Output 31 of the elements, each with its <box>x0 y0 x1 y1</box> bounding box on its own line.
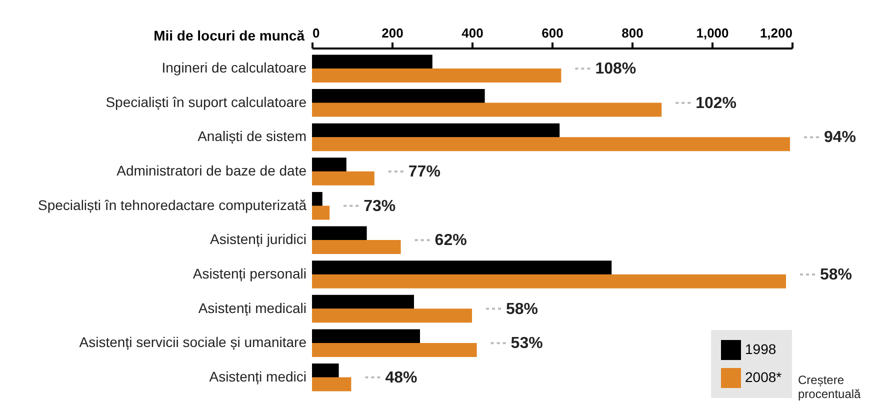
y-tick-label: Ingineri de calculatoare <box>162 60 307 76</box>
y-tick-label: Administratori de baze de date <box>116 162 307 179</box>
y-tick-label: Asistenți medici <box>209 368 306 384</box>
annotation: 58% <box>820 266 852 284</box>
x-tick-label: 1,200 <box>760 26 792 40</box>
x-tick-label: 1,000 <box>696 26 729 40</box>
x-tick-label: 400 <box>462 26 484 40</box>
y-tick-label: Asistenți personali <box>192 265 306 282</box>
annotation: 48% <box>385 369 418 386</box>
annotation: 53% <box>510 335 543 352</box>
x-tick-label: 600 <box>542 26 564 40</box>
x-tick-label: 0 <box>312 26 320 40</box>
x-axis-title: Mii de locuri de muncă <box>154 28 305 44</box>
annotation: 94% <box>824 129 856 146</box>
y-tick-label: Asistenți servicii sociale și umanitare <box>79 334 307 350</box>
text: Creștere procentuală <box>798 373 862 401</box>
y-tick-label: Specialiști în tehnoredactare computerizată <box>38 196 307 213</box>
legend-label: 1998 <box>745 341 776 357</box>
x-tick-label: 800 <box>622 26 644 40</box>
annotation: 73% <box>364 198 396 215</box>
y-tick-label: Analiști de sistem <box>198 128 306 144</box>
legend-label: 2008* <box>745 369 782 385</box>
y-tick-label: Asistenți medicali <box>198 300 306 316</box>
annotation: 58% <box>506 300 538 318</box>
y-tick-label: Asistenți juridici <box>210 231 306 248</box>
annotation: 77% <box>408 164 440 181</box>
annotation: 108% <box>595 60 636 78</box>
y-tick-label: Specialiști în suport calculatoare <box>106 94 307 110</box>
annotation: 62% <box>434 232 467 250</box>
annotation: 102% <box>696 94 737 112</box>
x-tick-label: 200 <box>382 26 404 40</box>
